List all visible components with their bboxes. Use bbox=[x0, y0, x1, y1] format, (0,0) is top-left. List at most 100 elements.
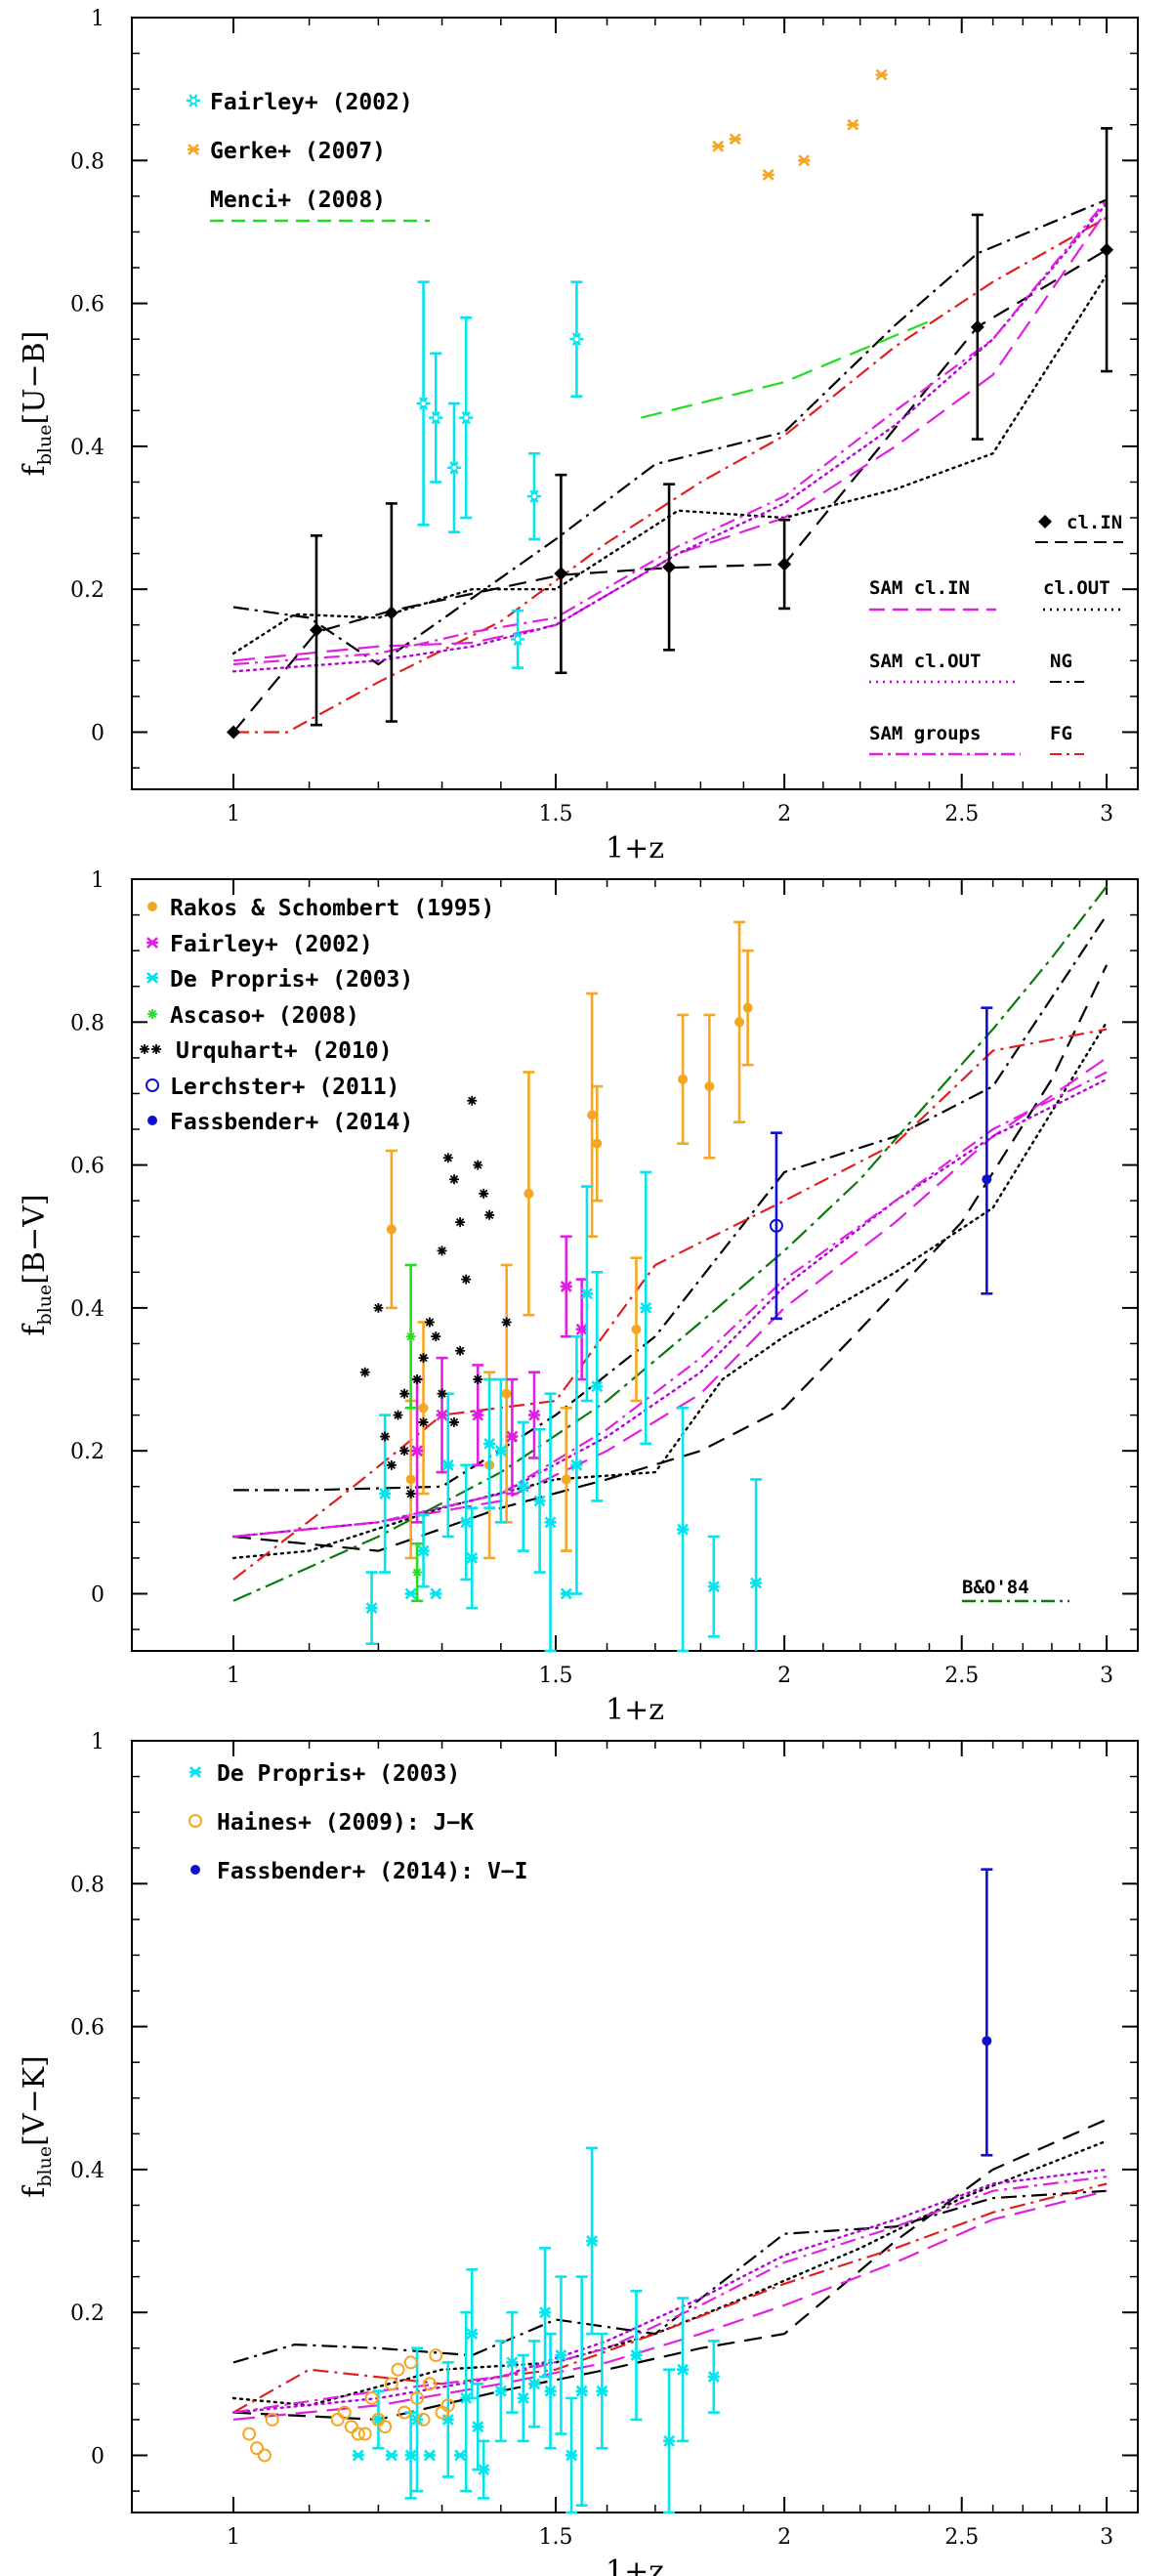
point-rakos-schombert-1995 bbox=[734, 1017, 745, 1028]
x-tick-label: 1 bbox=[227, 802, 240, 826]
error-bar-de-propris-2003 bbox=[460, 2310, 473, 2493]
point-haines-2009-j-k bbox=[416, 2412, 431, 2427]
point-de-propris-2003 bbox=[586, 2235, 599, 2247]
legend-label-sam-cl-in: SAM cl.IN bbox=[869, 577, 970, 599]
point-gerke-2007 bbox=[729, 133, 741, 146]
point-de-propris-2003 bbox=[466, 2328, 479, 2341]
point-urquhart-2010 bbox=[461, 1274, 472, 1285]
point-fairley-2002 bbox=[527, 489, 542, 503]
point-haines-2009-j-k bbox=[410, 2390, 425, 2405]
legend-marker bbox=[188, 1814, 202, 1828]
legend-symbol bbox=[190, 1865, 200, 1875]
point-haines-2009-j-k bbox=[384, 2377, 398, 2391]
model-line-b-o-84 bbox=[232, 885, 1108, 1602]
point-lerchster-2011 bbox=[769, 1218, 783, 1233]
point-de-propris-2003 bbox=[404, 2449, 417, 2462]
point-haines-2009-j-k bbox=[265, 2412, 279, 2427]
legend-label-fg: FG bbox=[1050, 723, 1072, 744]
point-fairley-2002 bbox=[511, 632, 525, 647]
panel-v-k-model-lines bbox=[231, 2118, 1109, 2422]
error-bar-fassbender-2014 bbox=[981, 1006, 993, 1295]
point-fairley-2002 bbox=[411, 1445, 424, 1457]
legend-entry-gerke: Gerke+ (2007) bbox=[188, 139, 386, 164]
x-tick-label: 1.5 bbox=[538, 1664, 572, 1688]
point-haines-2009-j-k bbox=[364, 2390, 379, 2405]
panel-v-k-y-axis-sub: blue bbox=[34, 2146, 56, 2187]
error-bar-fassbender-2014-v-i bbox=[981, 1868, 993, 2157]
legend-entry-fg: FG bbox=[1050, 723, 1084, 755]
y-tick-label: 0.2 bbox=[70, 578, 105, 603]
panel-b-v-y-axis-title: fblue[B−V] bbox=[18, 1194, 56, 1335]
y-tick-label: 0 bbox=[91, 721, 105, 745]
y-tick-label: 0 bbox=[91, 1583, 105, 1607]
y-tick-label: 0.4 bbox=[70, 436, 105, 460]
point-de-propris-2003 bbox=[352, 2449, 364, 2462]
y-tick-label: 0.8 bbox=[70, 1011, 105, 1035]
x-tick-label: 2 bbox=[777, 1664, 791, 1688]
point-gerke-2007 bbox=[762, 169, 774, 181]
panel-v-k-x-axis-title: 1+z bbox=[606, 2555, 664, 2576]
point-gerke-2007 bbox=[847, 118, 859, 131]
point-de-propris-2003 bbox=[596, 2385, 608, 2397]
legend-marker bbox=[187, 94, 200, 107]
y-tick-label: 0.8 bbox=[70, 149, 105, 174]
x-tick-label: 2 bbox=[777, 2525, 791, 2550]
y-tick-label: 0.8 bbox=[70, 1873, 105, 1897]
legend-label-gerke: Gerke+ (2007) bbox=[210, 139, 386, 164]
point-urquhart-2010 bbox=[412, 1374, 423, 1385]
point-de-propris-2003 bbox=[417, 1544, 430, 1557]
point-fairley-2002 bbox=[472, 1409, 484, 1421]
point-gerke-2007 bbox=[798, 154, 811, 167]
point-de-propris-2003 bbox=[430, 1587, 442, 1600]
point-de-propris-2003 bbox=[478, 2464, 490, 2476]
legend-label-ascaso: Ascaso+ (2008) bbox=[170, 1003, 359, 1029]
point-rakos-schombert-1995 bbox=[592, 1138, 603, 1149]
point-urquhart-2010 bbox=[359, 1367, 370, 1377]
y-tick-label: 0.2 bbox=[70, 2302, 105, 2326]
legend-symbol bbox=[188, 1814, 202, 1828]
panel-u-b-frame bbox=[131, 17, 1139, 790]
legend-label-ng: NG bbox=[1050, 651, 1072, 672]
legend-entry-sam-cl-out: SAM cl.OUT bbox=[869, 651, 1016, 684]
legend-marker bbox=[188, 144, 199, 155]
y-tick-label: 0.6 bbox=[70, 293, 105, 317]
point-urquhart-2010 bbox=[467, 1095, 478, 1106]
point-urquhart-2010 bbox=[442, 1153, 453, 1163]
point-de-propris-2003 bbox=[483, 1437, 496, 1450]
point-haines-2009-j-k bbox=[337, 2405, 352, 2420]
point-de-propris-2003 bbox=[570, 1458, 583, 1471]
point-fairley-2002 bbox=[528, 1409, 541, 1421]
legend-label-rakos: Rakos & Schombert (1995) bbox=[170, 896, 494, 921]
point-de-propris-2003 bbox=[575, 2385, 588, 2397]
point-de-propris-2003 bbox=[404, 1587, 417, 1600]
point-ascaso-2008 bbox=[412, 1567, 423, 1578]
panel-b-v-x-axis-title: 1+z bbox=[606, 1693, 664, 1727]
point-de-propris-2003 bbox=[472, 2421, 484, 2433]
point-de-propris-2003 bbox=[707, 2371, 720, 2383]
legend-marker bbox=[140, 1044, 161, 1054]
point-cl-in bbox=[554, 567, 568, 581]
legend-symbol bbox=[147, 1116, 157, 1125]
point-de-propris-2003 bbox=[494, 1445, 507, 1457]
legend-entry-fassbender-vk: Fassbender+ (2014): V−I bbox=[190, 1859, 528, 1884]
point-haines-2009-j-k bbox=[344, 2420, 358, 2434]
point-haines-2009-j-k bbox=[357, 2427, 372, 2441]
point-urquhart-2010 bbox=[373, 1302, 384, 1313]
point-haines-2009-j-k bbox=[257, 2448, 272, 2463]
y-tick-label: 0.4 bbox=[70, 1297, 105, 1322]
point-de-propris-2003 bbox=[528, 2378, 541, 2390]
panel-b-v-model-lines bbox=[231, 885, 1109, 1602]
model-line-sam-cl-out bbox=[231, 2168, 1109, 2414]
panel-b-v-y-axis-sub: blue bbox=[34, 1285, 56, 1326]
model-line-cl-in bbox=[232, 2118, 1108, 2422]
point-urquhart-2010 bbox=[380, 1431, 391, 1442]
panel-b-v-y-axis-main: f bbox=[18, 1324, 52, 1336]
x-tick-label: 3 bbox=[1100, 1664, 1113, 1688]
panel-u-b-ticks: 1 1.5 2 2.5 3 0 0.2 0.4 0.6 0.8 1 bbox=[70, 7, 1138, 826]
point-urquhart-2010 bbox=[399, 1388, 410, 1399]
legend-marker bbox=[146, 1078, 159, 1092]
point-urquhart-2010 bbox=[473, 1160, 483, 1170]
point-de-propris-2003 bbox=[423, 2449, 436, 2462]
point-de-propris-2003 bbox=[750, 1577, 763, 1589]
panel-u-b-y-axis-sub: blue bbox=[34, 425, 56, 466]
